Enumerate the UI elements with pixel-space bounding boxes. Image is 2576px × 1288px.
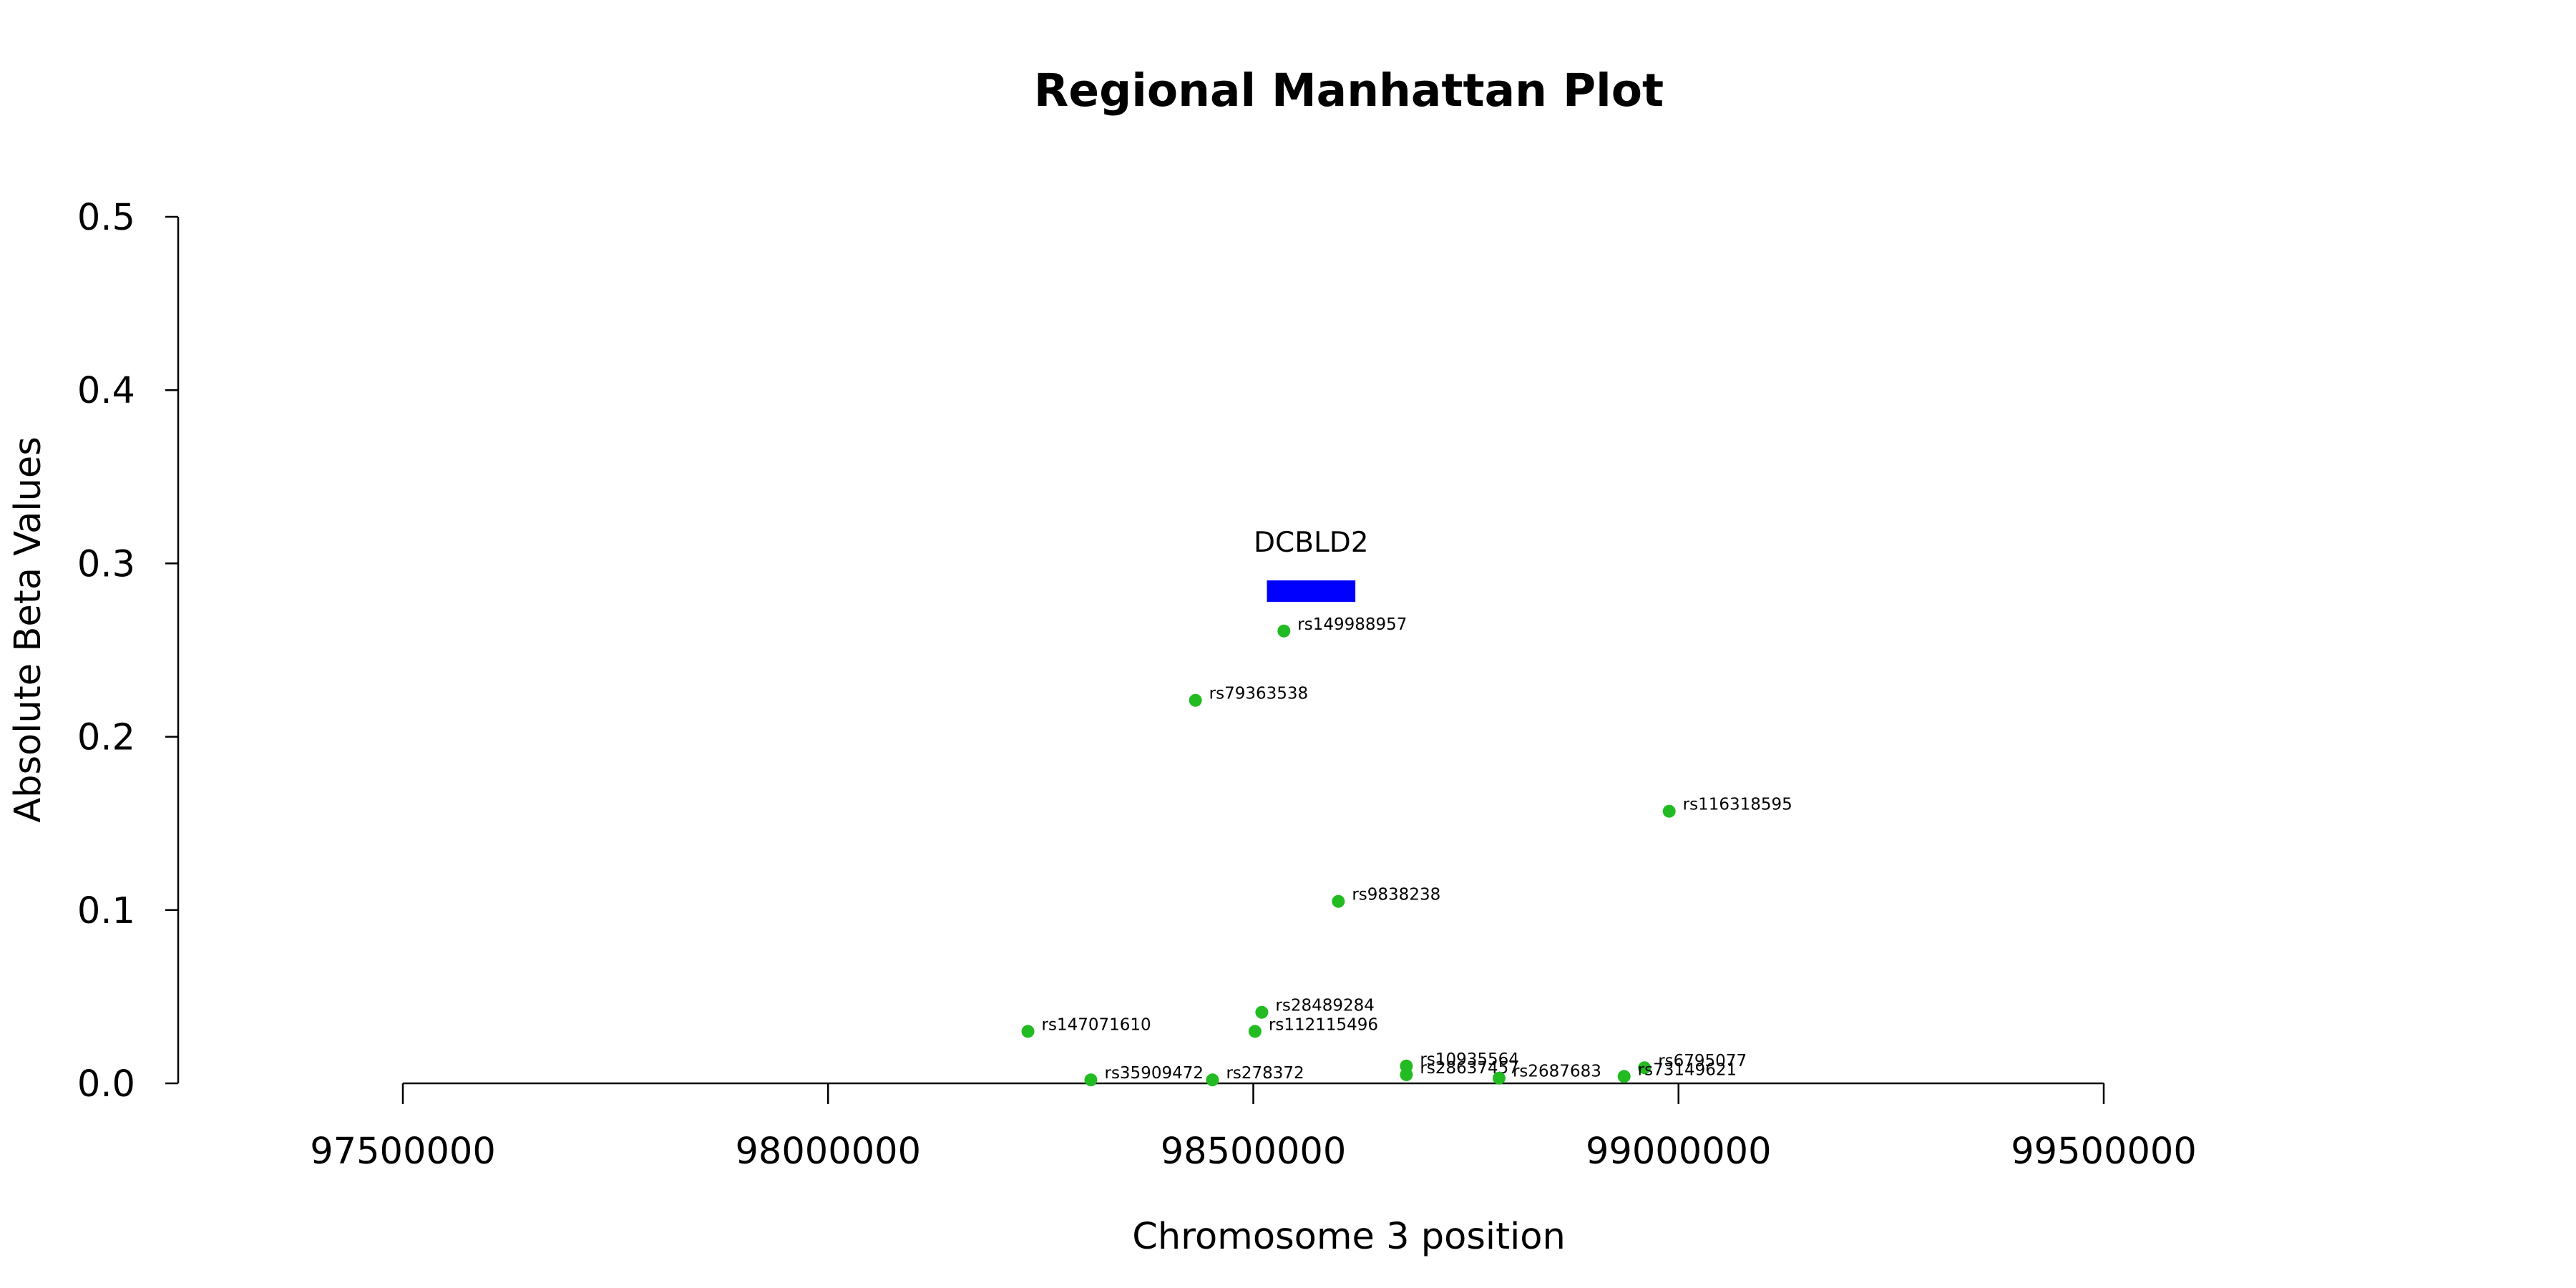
y-tick-label: 0.5	[77, 197, 135, 239]
snp-point	[1189, 693, 1202, 707]
snp-point	[1084, 1073, 1098, 1087]
snp-point	[1617, 1070, 1631, 1083]
snp-label: rs79363538	[1209, 685, 1309, 703]
snp-point	[1277, 624, 1291, 638]
x-axis-ticks: 97500000 98000000 98500000 99000000 99500000	[310, 1083, 2197, 1173]
y-tick-label: 0.2	[77, 717, 135, 759]
y-axis-ticks: 0.0 0.1 0.2 0.3 0.4 0.5	[77, 197, 178, 1106]
x-tick-label: 99500000	[2011, 1131, 2197, 1173]
snp-points: rs149988957 rs79363538 rs116318595 rs983823…	[1021, 615, 1792, 1087]
snp-label: rs149988957	[1297, 615, 1407, 634]
snp-label: rs28489284	[1275, 997, 1375, 1015]
snp-point	[1021, 1025, 1035, 1038]
snp-point	[1255, 1005, 1269, 1019]
gene-label: DCBLD2	[1254, 527, 1369, 559]
gene-track: DCBLD2	[1254, 527, 1369, 602]
y-tick-label: 0.4	[77, 370, 135, 412]
chart-title: Regional Manhattan Plot	[1034, 64, 1664, 117]
y-tick-label: 0.3	[77, 543, 135, 585]
x-axis-label: Chromosome 3 position	[1132, 1216, 1566, 1258]
snp-point	[1248, 1025, 1262, 1038]
snp-label: rs116318595	[1683, 796, 1792, 814]
snp-label: rs2687683	[1513, 1063, 1601, 1081]
snp-label: rs9838238	[1352, 886, 1440, 904]
x-tick-label: 99000000	[1586, 1131, 1772, 1173]
snp-point	[1638, 1061, 1652, 1075]
x-tick-label: 98500000	[1161, 1131, 1347, 1173]
gene-bar	[1267, 580, 1356, 602]
snp-point	[1492, 1071, 1506, 1085]
snp-label: rs6795077	[1658, 1052, 1747, 1070]
x-tick-label: 97500000	[310, 1131, 496, 1173]
snp-label: rs35909472	[1104, 1064, 1204, 1083]
y-axis-label: Absolute Beta Values	[7, 436, 49, 823]
snp-label: rs112115496	[1269, 1015, 1378, 1034]
snp-label: rs73149621	[1638, 1060, 1737, 1079]
y-tick-label: 0.1	[77, 890, 135, 932]
snp-point	[1662, 804, 1676, 818]
y-tick-label: 0.0	[77, 1063, 135, 1106]
snp-label: rs278372	[1226, 1064, 1304, 1083]
snp-point	[1400, 1068, 1413, 1081]
snp-label: rs10935564	[1420, 1050, 1519, 1069]
snp-label: rs147071610	[1042, 1015, 1151, 1034]
x-tick-label: 98000000	[735, 1131, 921, 1173]
snp-point	[1206, 1073, 1219, 1087]
snp-point	[1332, 894, 1345, 908]
